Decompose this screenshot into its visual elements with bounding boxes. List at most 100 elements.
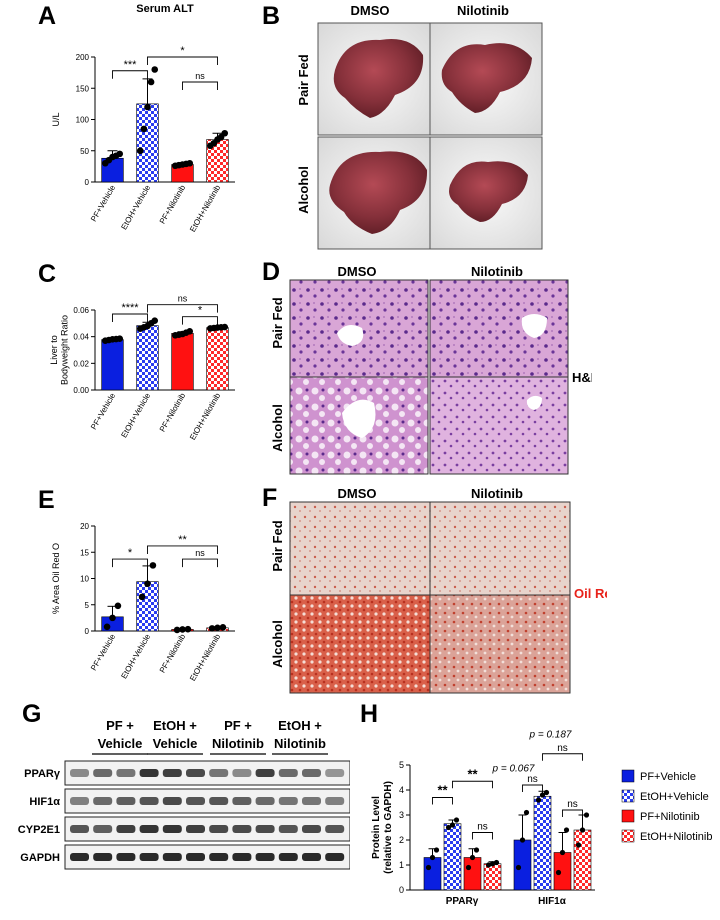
blot-band [139,853,159,861]
data-point [449,822,456,828]
liver-photo [429,136,543,250]
y-tick-label: 3 [399,810,404,820]
blot-band [139,797,159,805]
blot-band [162,797,182,805]
blot-band [116,769,136,777]
blot-band [325,769,345,777]
data-point [465,864,472,871]
data-point [179,626,186,633]
western-group-label: EtOH + [153,718,197,733]
significance-label: * [128,547,133,559]
western-group-label: Nilotinib [274,736,326,751]
data-point [519,837,526,843]
bar [136,581,159,632]
histology-image [289,279,429,378]
y-tick-label: 20 [80,522,89,531]
western-group-label: Nilotinib [212,736,264,751]
blot-band [325,797,345,805]
data-point [219,624,227,631]
oil-row-alcohol-label: Alcohol [270,620,285,668]
legend-swatch [621,809,635,823]
significance-label: ns [195,71,205,81]
y-axis-label: % Area Oil Red O [51,543,61,614]
panel-label-d: D [262,258,281,286]
data-point [186,159,194,167]
blot-band [70,853,89,861]
significance-label: **** [121,302,139,314]
panel-d-he-histology: DMSO Nilotinib Pair Fed Alcohol H&E [270,264,592,475]
blot-band [139,769,159,777]
liver-photo [429,22,543,136]
blot-band [255,825,275,833]
oil-col-dmso-label: DMSO [338,486,377,501]
legend-swatch [621,769,635,783]
blot-band [232,825,252,833]
y-tick-label: 150 [76,84,90,93]
data-point [138,593,146,601]
bar [443,823,462,891]
western-group-label: PF + [106,718,134,733]
data-point [559,849,566,856]
blot-band [186,853,205,861]
p-value-label: p = 0.187 [529,730,572,741]
x-tick-label: PF+Vehicle [89,183,117,223]
y-tick-label: 4 [399,785,404,795]
significance-label: ns [195,548,205,558]
row-pair-fed-label: Pair Fed [296,54,311,105]
data-point [186,328,194,335]
blot-band [186,825,205,833]
blot-band [70,797,89,805]
histology-image [289,501,431,596]
data-point [489,861,496,867]
western-group-label: Vehicle [153,736,198,751]
y-tick-label: 0.06 [73,306,89,315]
significance-label: ** [178,534,187,546]
bar [101,339,124,391]
bar [533,795,552,891]
data-point [575,842,582,848]
significance-bracket [112,70,148,79]
panel-f-oil-red-o: DMSO Nilotinib Pair Fed Alcohol Oil Red … [270,486,607,694]
significance-bracket [562,809,583,817]
y-tick-label: 1 [399,860,404,870]
histology-image [289,594,431,694]
significance-label: *** [124,59,138,71]
legend-label: EtOH+Nilotinib [640,831,712,843]
legend-swatch [621,829,635,843]
significance-label: * [198,305,203,317]
significance-label: ** [467,766,478,781]
blot-band [116,853,136,861]
y-tick-label: 0.02 [73,359,89,368]
data-point [214,624,221,632]
legend-label: EtOH+Vehicle [640,791,709,803]
significance-bracket [542,753,583,761]
y-tick-label: 5 [85,601,90,610]
blot-band [232,853,252,861]
he-stain-label: H&E [572,370,592,385]
blot-band [232,797,252,805]
x-tick-label: EtOH+Vehicle [119,391,152,439]
western-group-label: PF + [224,718,252,733]
panel-label-b: B [262,2,281,30]
significance-label: ns [477,822,488,833]
blot-band [278,853,298,861]
x-tick-label: PF+Nilotinib [158,391,188,434]
data-point [144,103,151,111]
data-point [445,824,452,831]
blot-band [209,853,229,861]
panel-label-f: F [262,484,278,512]
western-group-label: Vehicle [98,736,143,751]
chart-c-liver-ratio: 0.00 0.02 0.04 0.06 Liver toBodyweight Ratio… [49,294,235,442]
significance-label: ** [437,783,448,798]
data-point [539,792,546,798]
oil-stain-label: Oil Red O [574,586,607,601]
data-point [433,847,440,853]
data-point [535,797,542,803]
blot-band [116,825,136,833]
x-tick-label: PF+Nilotinib [158,183,188,226]
data-point [136,147,144,155]
data-point [579,827,586,833]
data-point [109,614,116,622]
significance-bracket [182,558,218,568]
data-point [208,625,216,632]
